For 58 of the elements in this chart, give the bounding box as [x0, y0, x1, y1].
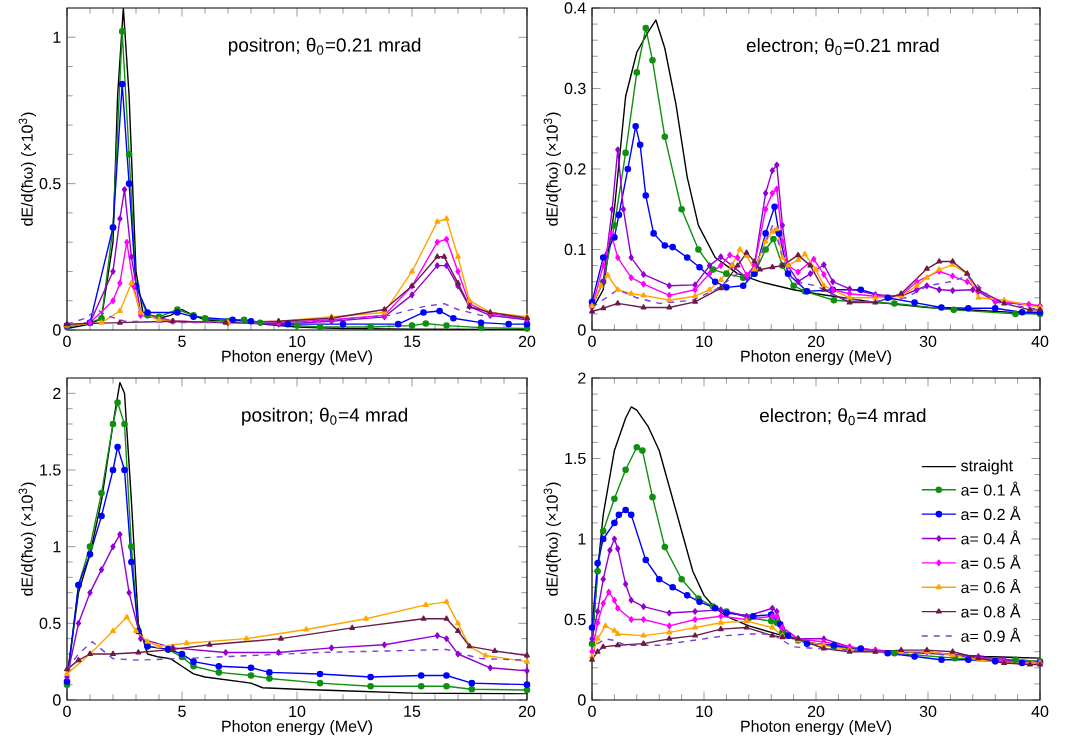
x-tick-label: 10	[696, 705, 713, 718]
legend-label: a= 0.2 Å	[961, 505, 1021, 521]
x-tick-label: 20	[518, 705, 536, 718]
y-tick-label: 1.5	[565, 452, 586, 465]
y-tick-label: 0	[578, 694, 586, 706]
x-tick-label: 5	[178, 335, 186, 347]
y-tick-label: 0.2	[564, 163, 586, 175]
x-tick-label: 40	[1031, 335, 1049, 348]
legend-label: a= 0.5 Å	[961, 554, 1021, 569]
x-tick-label: 0	[63, 705, 71, 718]
x-tick-label: 30	[919, 705, 937, 718]
legend-label: a= 0.1 Å	[961, 481, 1021, 496]
text: positron; θ$_{0}$=0.21 mrad	[228, 37, 421, 56]
y-tick-label: 0.4	[564, 2, 586, 14]
legend-label: straight	[961, 459, 1013, 475]
x-tick-label: 5	[178, 705, 186, 717]
x-tick-label: 20	[807, 335, 825, 348]
text: electron; θ$_{0}$=0.21 mrad	[746, 38, 939, 56]
x-tick-label: 0	[63, 335, 71, 348]
x-tick-label: 10	[289, 335, 306, 348]
x-axis-title: Photon energy (MeV)	[222, 350, 373, 366]
x-tick-label: 20	[807, 705, 825, 718]
y-tick-label: 0.5	[39, 177, 61, 190]
x-tick-label: 15	[404, 335, 421, 347]
text: positron; θ$_{0}$=4 mrad	[242, 407, 408, 426]
y-tick-label: 0	[53, 324, 61, 336]
legend-label: a= 0.6 Å	[961, 579, 1021, 594]
x-axis-title: Photon energy (MeV)	[222, 720, 373, 736]
y-axis-title: dE/d(ħω) (×10$^{3}$)	[543, 482, 561, 596]
y-tick-label: 2	[53, 387, 61, 399]
x-axis-title: Photon energy (MeV)	[741, 720, 892, 736]
legend-label: a= 0.8 Å	[961, 603, 1021, 618]
y-tick-label: 1	[53, 31, 61, 43]
y-tick-label: 0.3	[564, 82, 586, 95]
x-tick-label: 30	[919, 335, 937, 348]
y-axis-title: dE/d(ħω) (×10$^{3}$)	[18, 482, 36, 596]
legend-label: a= 0.4 Å	[961, 530, 1021, 545]
y-tick-label: 2	[578, 372, 586, 384]
y-tick-label: 1	[578, 533, 586, 545]
x-tick-label: 10	[696, 335, 713, 348]
x-axis-title: Photon energy (MeV)	[741, 350, 892, 366]
x-tick-label: 40	[1031, 705, 1049, 718]
text: electron; θ$_{0}$=4 mrad	[760, 408, 926, 426]
y-axis-title: dE/d(ħω) (×10$^{3}$)	[18, 112, 36, 226]
x-tick-label: 10	[289, 705, 306, 718]
y-tick-label: 1.5	[40, 464, 61, 476]
x-tick-label: 15	[404, 705, 421, 717]
x-tick-label: 0	[588, 335, 596, 348]
x-tick-label: 20	[518, 335, 536, 348]
y-tick-label: 0	[53, 694, 61, 706]
legend-label: a= 0.9 Å	[961, 627, 1021, 642]
y-tick-label: 0.5	[564, 613, 586, 626]
x-tick-label: 0	[588, 705, 596, 718]
y-tick-label: 0.1	[564, 243, 586, 256]
y-tick-label: 0.5	[39, 617, 61, 629]
y-tick-label: 1	[53, 541, 61, 553]
y-axis-title: dE/d(ħω) (×10$^{3}$)	[543, 112, 561, 226]
y-tick-label: 0	[578, 324, 586, 336]
